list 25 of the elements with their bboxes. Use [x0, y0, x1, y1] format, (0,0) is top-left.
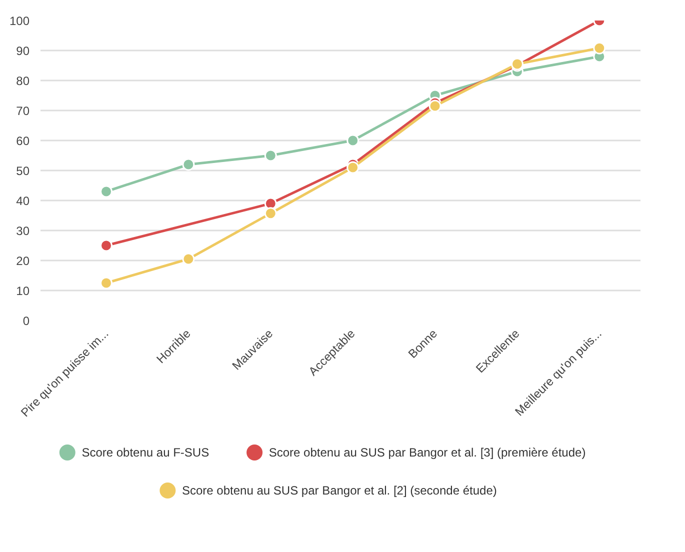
legend-label: Score obtenu au F-SUS — [82, 446, 210, 460]
point — [182, 158, 195, 171]
y-tick-label: 10 — [16, 284, 30, 298]
y-tick-label: 40 — [16, 194, 30, 208]
point — [182, 252, 195, 266]
y-tick-label: 50 — [16, 164, 30, 178]
y-tick-label: 70 — [16, 104, 30, 118]
point — [100, 185, 113, 198]
legend-label: Score obtenu au SUS par Bangor et al. [2] (seconde étude) — [182, 484, 497, 498]
point — [100, 276, 113, 290]
point — [100, 239, 113, 252]
point — [264, 149, 277, 162]
y-tick-label: 20 — [16, 254, 30, 268]
point — [593, 42, 606, 54]
y-tick-label: 90 — [16, 44, 30, 58]
legend-label: Score obtenu au SUS par Bangor et al. [3] (première étude) — [268, 446, 586, 460]
y-tick-label: 60 — [16, 134, 30, 148]
y-tick-label: 100 — [9, 14, 30, 28]
y-tick-label: 80 — [16, 74, 30, 88]
point — [428, 100, 442, 112]
point — [346, 134, 360, 147]
point — [264, 207, 277, 220]
point — [346, 161, 360, 174]
y-tick-label: 0 — [22, 314, 30, 328]
y-tick-label: 30 — [16, 224, 30, 238]
